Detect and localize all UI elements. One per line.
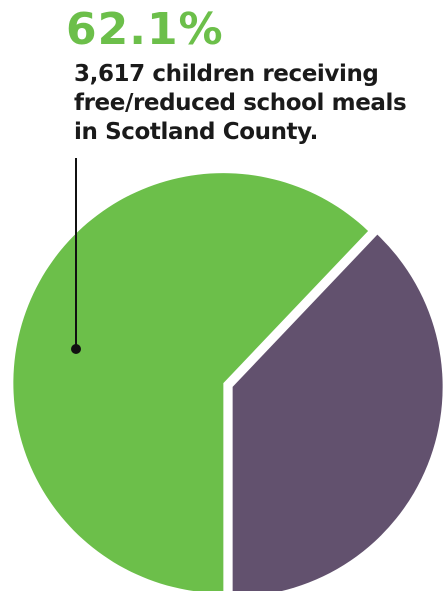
headline-percentage: 62.1% bbox=[66, 4, 224, 55]
caption-line-1: 3,617 children receiving bbox=[74, 61, 379, 87]
caption-line-3: in Scotland County. bbox=[74, 119, 318, 145]
leader-dot bbox=[71, 344, 81, 354]
caption-text: 3,617 children receiving free/reduced sc… bbox=[74, 60, 444, 147]
caption-line-2: free/reduced school meals bbox=[74, 90, 407, 116]
pie-slice-free-reduced-meals bbox=[13, 173, 369, 591]
pie-slice-remainder bbox=[232, 234, 443, 591]
